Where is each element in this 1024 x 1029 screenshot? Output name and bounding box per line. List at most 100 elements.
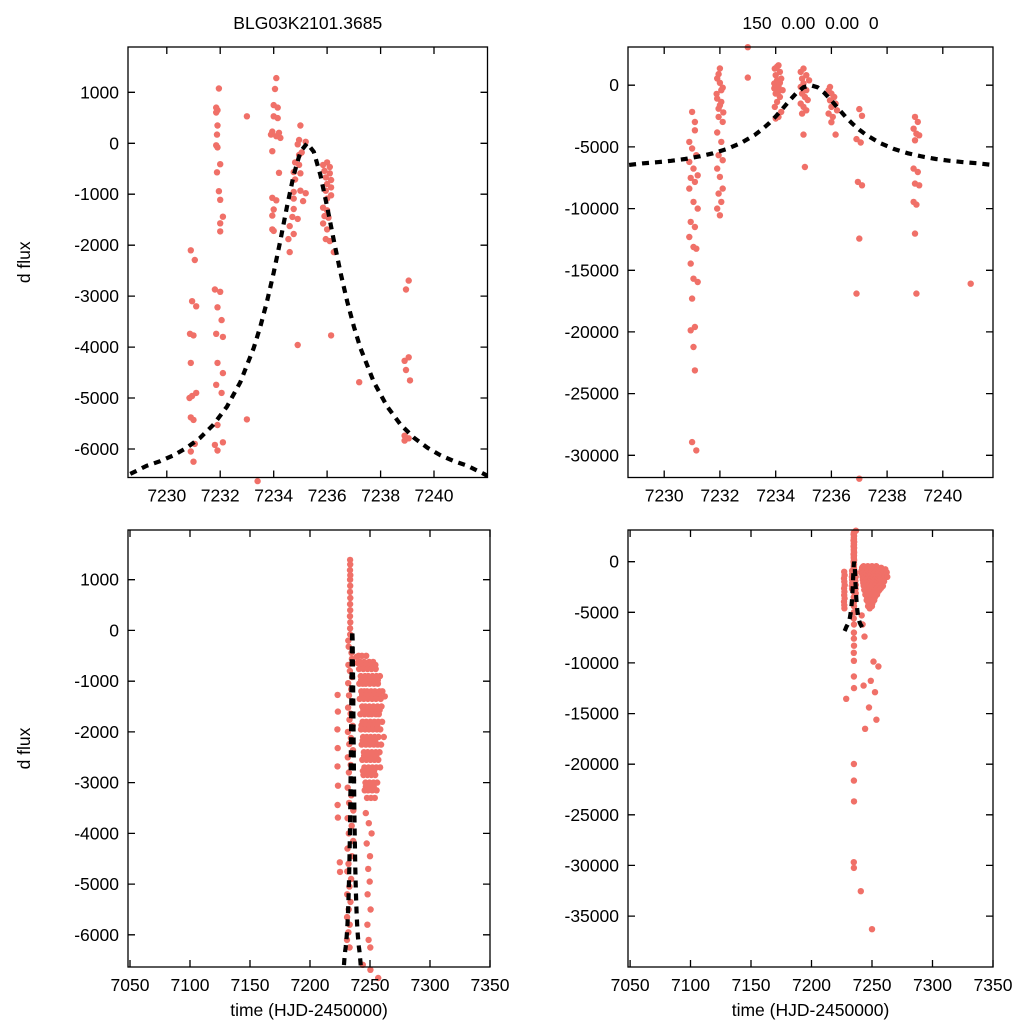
data-point [347,583,353,589]
axis-ticks [128,47,488,478]
data-point [214,360,220,366]
data-point [373,666,379,672]
data-point [695,205,701,211]
data-point [366,820,372,826]
data-point [277,135,283,141]
x-tick-label: 7100 [171,975,210,995]
y-tick-label: -5000 [74,388,119,408]
x-tick-label: 7200 [291,975,330,995]
y-tick-label: -35000 [565,906,620,926]
data-point [291,195,297,201]
data-point [334,763,340,769]
data-point [856,106,862,112]
data-point [915,119,921,125]
data-point [859,113,865,119]
data-point [271,206,277,212]
scatter-points [334,557,388,982]
data-point [347,595,353,601]
data-point [217,197,223,203]
data-point [688,327,694,333]
data-point [720,119,726,125]
data-point [347,613,353,619]
data-point [291,206,297,212]
axis-ticks [628,47,993,478]
data-point [377,764,383,770]
data-point [372,772,378,778]
data-point [805,97,811,103]
data-point [213,382,219,388]
y-tick-label: -10000 [565,199,620,219]
data-point [214,131,220,137]
data-point [365,866,371,872]
data-point [347,561,353,567]
data-point [285,236,291,242]
panel-title: BLG03K2101.3685 [233,13,382,33]
data-point [271,228,277,234]
data-point [297,122,303,128]
data-point [853,290,859,296]
data-point [866,704,872,710]
data-point [858,888,864,894]
x-tick-label: 7100 [671,975,710,995]
data-point [291,231,297,237]
data-point [217,228,223,234]
data-point [869,926,875,932]
y-tick-label: -5000 [74,874,119,894]
data-point [363,653,369,659]
plot-frame [628,47,993,478]
data-point [347,601,353,607]
data-point [861,633,867,639]
scatter-points [686,44,974,482]
x-tick-label: 7230 [147,486,186,506]
data-point [718,199,724,205]
y-tick-label: -30000 [565,855,620,875]
data-point [220,214,226,220]
data-point [695,172,701,178]
data-point [688,260,694,266]
data-point [870,658,876,664]
data-point [860,682,866,688]
data-point [720,109,726,115]
x-tick-label: 7300 [411,975,450,995]
data-point [320,220,326,226]
y-tick-label: -30000 [565,445,620,465]
data-point [367,944,373,950]
y-tick-label: -25000 [565,805,620,825]
data-point [213,331,219,337]
data-point [220,334,226,340]
x-axis-label: time (HJD-2450000) [230,1000,388,1020]
data-point [269,212,275,218]
y-tick-label: -4000 [74,337,119,357]
data-point [214,304,220,310]
data-point [186,395,192,401]
data-point [851,865,857,871]
data-point [916,132,922,138]
data-point [337,869,343,875]
data-point [192,257,198,263]
y-tick-label: -1000 [74,184,119,204]
data-point [335,745,341,751]
x-axis-label: time (HJD-2450000) [732,1000,890,1020]
x-tick-label: 7050 [111,975,150,995]
data-point [276,170,282,176]
data-point [189,298,195,304]
data-point [382,693,388,699]
data-point [689,295,695,301]
x-tick-label: 7240 [923,486,962,506]
y-tick-label: 1000 [80,82,119,102]
axis-ticks [628,530,993,967]
y-axis-label: d flux [14,241,34,283]
data-point [968,281,974,287]
y-tick-label: -2000 [74,722,119,742]
data-point [851,650,857,656]
data-point [335,783,341,789]
data-point [851,643,857,649]
data-point [832,131,838,137]
data-point [378,741,384,747]
data-point [375,757,381,763]
x-tick-label: 7250 [351,975,390,995]
y-tick-labels: 10000-1000-2000-3000-4000-5000-6000 [74,570,119,945]
x-tick-label: 7232 [201,486,240,506]
data-point [689,109,695,115]
